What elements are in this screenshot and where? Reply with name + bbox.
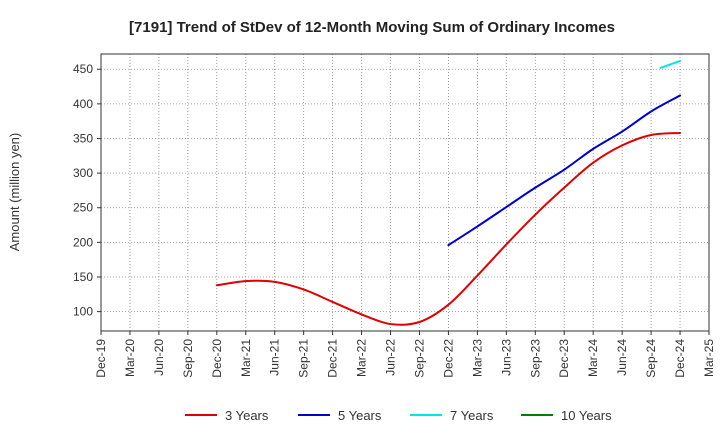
x-tick-label: Jun-21 <box>268 339 282 376</box>
plot-frame <box>100 53 710 332</box>
series-line-7-years <box>659 59 682 69</box>
y-tick-label: 350 <box>73 131 93 145</box>
x-tick-label: Dec-24 <box>673 339 687 378</box>
legend-label-10-years: 10 Years <box>561 408 612 423</box>
x-tick-label: Mar-22 <box>355 339 369 377</box>
x-axis: Dec-19 Mar-20 Jun-20 Sep-20 Dec-20 Mar-21 Jun-… <box>94 331 716 378</box>
y-tick-label: 450 <box>73 62 93 76</box>
legend-label-5-years: 5 Years <box>338 408 382 423</box>
x-tick-label: Dec-19 <box>94 339 108 378</box>
x-tick-label: Jun-24 <box>615 339 629 376</box>
x-tick-label: Mar-23 <box>470 339 484 377</box>
x-tick-label: Sep-24 <box>644 339 658 378</box>
y-tick-label: 100 <box>73 305 93 319</box>
y-tick-label: 200 <box>73 235 93 249</box>
x-tick-label: Sep-23 <box>528 339 542 378</box>
y-axis-label: Amount (million yen) <box>7 133 22 252</box>
x-tick-label: Mar-21 <box>239 339 253 377</box>
legend-label-7-years: 7 Years <box>450 408 494 423</box>
x-tick-label: Sep-22 <box>412 339 426 378</box>
x-tick-label: Dec-21 <box>326 339 340 378</box>
x-tick-label: Dec-22 <box>441 339 455 378</box>
series-line-5-years <box>447 94 682 247</box>
legend: 3 Years 5 Years 7 Years 10 Years <box>185 408 612 423</box>
x-tick-label: Mar-20 <box>123 339 137 377</box>
x-tick-label: Sep-20 <box>181 339 195 378</box>
y-tick-label: 400 <box>73 97 93 111</box>
y-tick-label: 150 <box>73 270 93 284</box>
x-tick-label: Mar-25 <box>702 339 716 377</box>
x-tick-label: Sep-21 <box>297 339 311 378</box>
x-tick-label: Dec-23 <box>557 339 571 378</box>
y-tick-label: 300 <box>73 166 93 180</box>
x-tick-label: Jun-22 <box>384 339 398 376</box>
x-tick-label: Dec-20 <box>210 339 224 378</box>
series-line-3-years <box>215 131 682 326</box>
grid <box>101 54 709 331</box>
y-tick-label: 250 <box>73 201 93 215</box>
series-lines <box>215 59 682 326</box>
x-tick-label: Jun-23 <box>499 339 513 376</box>
y-axis: 100 150 200 250 300 350 400 450 <box>73 62 101 319</box>
plot-area <box>101 54 709 331</box>
x-tick-label: Mar-24 <box>586 339 600 377</box>
legend-label-3-years: 3 Years <box>225 408 269 423</box>
chart-title: [7191] Trend of StDev of 12-Month Moving… <box>129 19 615 36</box>
x-tick-label: Jun-20 <box>152 339 166 376</box>
